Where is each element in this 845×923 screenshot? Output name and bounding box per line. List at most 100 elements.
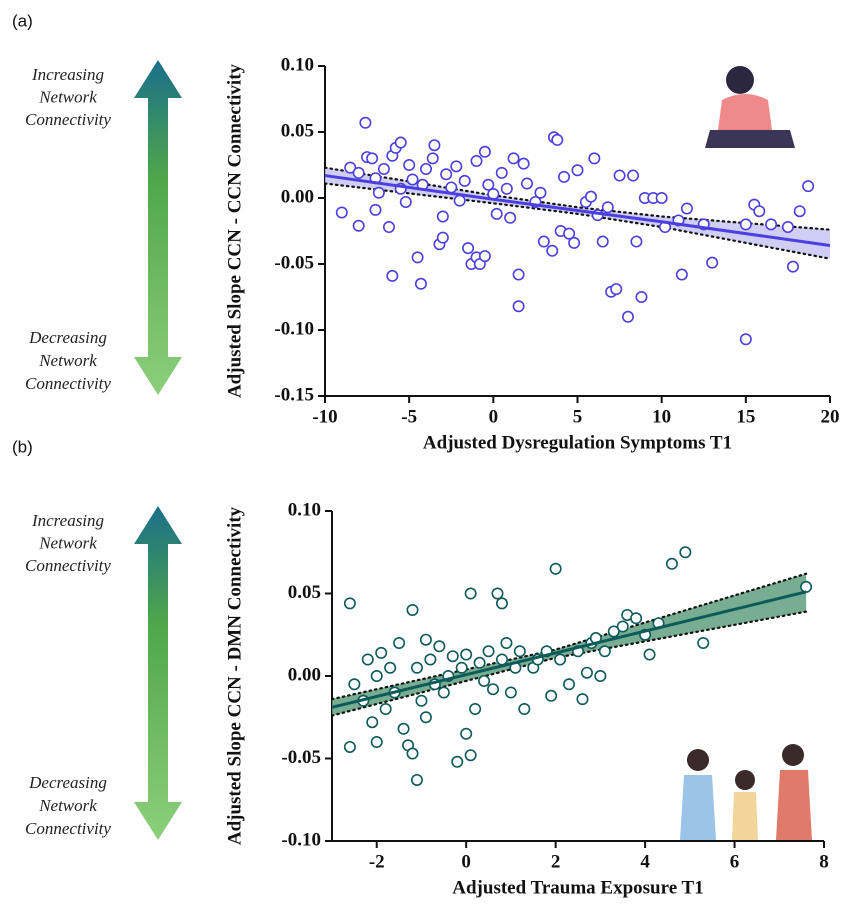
data-point bbox=[345, 598, 355, 608]
data-point bbox=[434, 641, 444, 651]
top-note: Network bbox=[38, 87, 97, 106]
data-point bbox=[559, 172, 569, 182]
data-point bbox=[754, 206, 764, 216]
data-point bbox=[416, 279, 426, 289]
data-point bbox=[522, 178, 532, 188]
x-tick-label: 5 bbox=[573, 406, 583, 427]
y-tick-label: 0.05 bbox=[281, 120, 314, 141]
data-point bbox=[564, 679, 574, 689]
bottom-note: Decreasing bbox=[28, 328, 107, 347]
data-point bbox=[384, 222, 394, 232]
data-point bbox=[465, 750, 475, 760]
y-tick-label: 0.05 bbox=[288, 582, 321, 603]
data-point bbox=[412, 775, 422, 785]
data-point bbox=[519, 704, 529, 714]
data-point bbox=[628, 170, 638, 180]
data-point bbox=[367, 153, 377, 163]
data-point bbox=[539, 236, 549, 246]
data-point bbox=[428, 153, 438, 163]
top-note: Connectivity bbox=[25, 556, 111, 575]
data-point bbox=[360, 118, 370, 128]
data-point bbox=[513, 269, 523, 279]
y-tick-label: 0.00 bbox=[281, 186, 314, 207]
bottom-note: Connectivity bbox=[25, 819, 111, 838]
top-note: Increasing bbox=[31, 65, 104, 84]
data-point bbox=[470, 704, 480, 714]
data-point bbox=[518, 158, 528, 168]
data-point bbox=[439, 687, 449, 697]
data-point bbox=[631, 613, 641, 623]
data-point bbox=[631, 236, 641, 246]
data-point bbox=[429, 140, 439, 150]
data-point bbox=[680, 547, 690, 557]
data-point bbox=[394, 638, 404, 648]
y-tick-label: 0.10 bbox=[288, 499, 321, 520]
data-point bbox=[603, 202, 613, 212]
bottom-note: Connectivity bbox=[25, 374, 111, 393]
data-point bbox=[546, 691, 556, 701]
data-point bbox=[589, 153, 599, 163]
data-point bbox=[353, 221, 363, 231]
data-point bbox=[407, 605, 417, 615]
data-point bbox=[550, 564, 560, 574]
illustration-a bbox=[705, 66, 795, 148]
panel-label: (b) bbox=[12, 437, 33, 456]
data-point bbox=[783, 222, 793, 232]
x-axis-label: Adjusted Dysregulation Symptoms T1 bbox=[423, 432, 732, 453]
data-point bbox=[353, 168, 363, 178]
data-point bbox=[788, 261, 798, 271]
data-point bbox=[407, 174, 417, 184]
y-tick-label: 0.10 bbox=[281, 54, 314, 75]
x-tick-label: 20 bbox=[821, 406, 840, 427]
x-tick-label: 6 bbox=[730, 851, 740, 872]
x-tick-label: -10 bbox=[312, 406, 337, 427]
data-point bbox=[398, 724, 408, 734]
data-point bbox=[569, 238, 579, 248]
data-point bbox=[421, 635, 431, 645]
data-point bbox=[374, 188, 384, 198]
data-point bbox=[349, 679, 359, 689]
data-point bbox=[513, 301, 523, 311]
data-point bbox=[741, 334, 751, 344]
bottom-note: Decreasing bbox=[28, 773, 107, 792]
data-point bbox=[372, 671, 382, 681]
y-axis-label: Adjusted Slope CCN - CCN Connectivity bbox=[224, 63, 245, 398]
data-point bbox=[367, 717, 377, 727]
data-point bbox=[461, 649, 471, 659]
data-point bbox=[337, 207, 347, 217]
data-point bbox=[425, 654, 435, 664]
y-tick-label: -0.05 bbox=[281, 747, 321, 768]
data-point bbox=[480, 251, 490, 261]
data-point bbox=[480, 147, 490, 157]
data-point bbox=[460, 176, 470, 186]
data-point bbox=[421, 164, 431, 174]
data-point bbox=[385, 663, 395, 673]
data-point bbox=[741, 219, 751, 229]
data-point bbox=[370, 205, 380, 215]
data-point bbox=[698, 638, 708, 648]
top-note: Network bbox=[38, 533, 97, 552]
data-point bbox=[401, 197, 411, 207]
data-point bbox=[656, 193, 666, 203]
data-point bbox=[501, 638, 511, 648]
x-tick-label: 4 bbox=[640, 851, 650, 872]
x-tick-label: -5 bbox=[401, 406, 417, 427]
connectivity-arrow bbox=[134, 506, 182, 840]
y-tick-label: -0.10 bbox=[274, 318, 314, 339]
data-point bbox=[644, 649, 654, 659]
data-point bbox=[387, 271, 397, 281]
data-point bbox=[479, 676, 489, 686]
data-point bbox=[379, 164, 389, 174]
data-point bbox=[465, 588, 475, 598]
data-point bbox=[441, 169, 451, 179]
y-tick-label: -0.15 bbox=[274, 384, 314, 405]
top-note: Increasing bbox=[31, 511, 104, 530]
data-point bbox=[461, 729, 471, 739]
panel-label: (a) bbox=[12, 11, 33, 30]
data-point bbox=[497, 654, 507, 664]
data-point bbox=[535, 188, 545, 198]
data-point bbox=[454, 195, 464, 205]
bottom-note: Network bbox=[38, 351, 97, 370]
data-point bbox=[766, 219, 776, 229]
data-point bbox=[598, 236, 608, 246]
